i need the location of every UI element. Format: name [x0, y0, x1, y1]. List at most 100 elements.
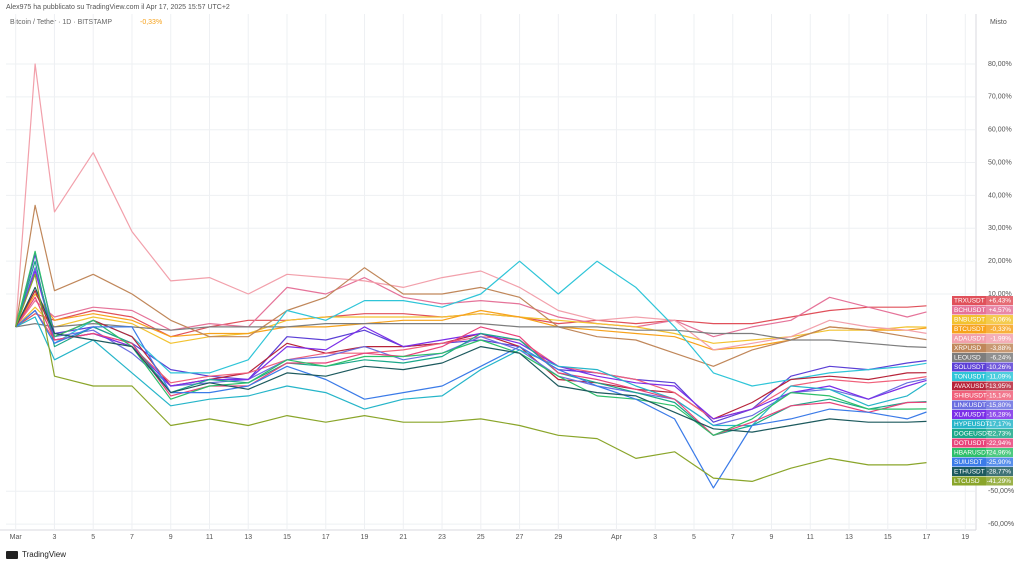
- legend-value-label: -6,24%: [990, 355, 1011, 362]
- legend-value-label: -17,17%: [987, 421, 1011, 428]
- x-tick-label: 25: [477, 534, 485, 541]
- legend-value-label: -15,80%: [987, 402, 1011, 409]
- legend-tag-value-bg: [986, 400, 1013, 410]
- legend-tag: BNBUSDT -0,06%: [952, 315, 1013, 324]
- legend-tag: XRPUSD -3,88%: [952, 343, 1013, 353]
- series-line: [15, 309, 927, 489]
- legend-tag-name-bg: [952, 438, 986, 448]
- legend-tag: HYPEUSDT-17,17%: [952, 419, 1013, 429]
- legend-tag-name-bg: [952, 296, 986, 305]
- logo-icon: [6, 551, 18, 559]
- series-line: [15, 260, 927, 387]
- legend-tag-name-bg: [952, 372, 986, 381]
- series-line: [15, 316, 927, 427]
- legend-name: DOGEUSDT: [954, 431, 991, 438]
- legend-tag-value-bg: [986, 457, 1013, 467]
- legend-tag-name-bg: [952, 362, 986, 372]
- y-tick-label: 50,00%: [988, 159, 1012, 166]
- x-tick-label: 15: [283, 534, 291, 541]
- legend-tag-name-bg: [952, 391, 986, 400]
- legend-tag: XLMUSDT -16,28%: [952, 410, 1013, 419]
- legend-tag-name-bg: [952, 467, 986, 476]
- legend-name: TONUSDT: [954, 374, 985, 381]
- legend-tag-name-bg: [952, 305, 986, 315]
- legend-tag-value-bg: [986, 410, 1013, 419]
- legend-tag: ADAUSDT -1,99%: [952, 334, 1013, 343]
- x-tick-label: Apr: [611, 534, 623, 541]
- legend-tag-name-bg: [952, 353, 986, 362]
- series-line: [15, 254, 927, 423]
- legend-tag-name-bg: [952, 457, 986, 467]
- x-tick-label: 27: [516, 534, 524, 541]
- series-line: [15, 250, 927, 436]
- legend-tag-name-bg: [952, 334, 986, 343]
- scale-mode: Misto: [990, 19, 1007, 26]
- x-tick-label: 19: [361, 534, 369, 541]
- legend-name: BCHUSDT: [954, 307, 985, 314]
- y-tick-label: 80,00%: [988, 61, 1012, 68]
- legend-tag: SOLUSDT -10,26%: [952, 362, 1013, 372]
- legend-value-label: -13,95%: [987, 383, 1011, 390]
- symbol-change: -0,33%: [140, 19, 162, 26]
- legend-tag: TONUSDT -11,09%: [952, 372, 1013, 381]
- legend-tag: SHIBUSDT -15,14%: [952, 391, 1013, 400]
- legend-name: LTCUSD: [954, 478, 980, 485]
- legend-tag: LINKUSDT -15,80%: [952, 400, 1013, 410]
- published-note: Alex975 ha pubblicato su TradingView.com…: [6, 4, 230, 11]
- x-tick-label: 3: [52, 534, 56, 541]
- legend-tag: SUIUSDT -25,90%: [952, 457, 1013, 467]
- legend-name: LEOUSD: [954, 355, 981, 362]
- x-tick-label: 11: [206, 534, 213, 541]
- x-tick-label: 17: [322, 534, 330, 541]
- legend-name: HYPEUSDT: [954, 421, 989, 428]
- legend-name: SHIBUSDT: [954, 393, 987, 400]
- legend-tag-value-bg: [986, 353, 1013, 362]
- legend-tag-value-bg: [986, 324, 1013, 334]
- y-tick-label: 30,00%: [988, 225, 1012, 232]
- legend-tag-value-bg: [986, 467, 1013, 476]
- y-tick-label: -50,00%: [988, 488, 1014, 495]
- y-tick-label: 40,00%: [988, 192, 1012, 199]
- legend-tag: DOGEUSDT-22,73%: [952, 429, 1013, 438]
- legend-value-label: -1,99%: [990, 336, 1011, 343]
- legend-tag: LTCUSD -41,29%: [952, 476, 1013, 486]
- legend-name: HBARUSDT: [954, 450, 990, 457]
- legend-name: AVAXUSDT: [954, 383, 988, 390]
- legend-name: BTCUSDT: [954, 326, 985, 333]
- series-line: [15, 290, 927, 420]
- x-tick-label: 11: [807, 534, 814, 541]
- legend-tag-value-bg: [986, 429, 1013, 438]
- legend-tag-name-bg: [952, 410, 986, 419]
- legend-tag-name-bg: [952, 476, 986, 486]
- legend-value-label: -3,88%: [990, 345, 1011, 352]
- legend-name: SOLUSDT: [954, 364, 985, 371]
- legend-name: DOTUSDT: [954, 440, 985, 447]
- series-line: [15, 286, 927, 433]
- legend-tag-value-bg: [986, 315, 1013, 324]
- x-tick-label: 7: [731, 534, 735, 541]
- y-tick-label: 60,00%: [988, 127, 1012, 134]
- x-tick-label: 13: [845, 534, 853, 541]
- legend-tag-value-bg: [986, 334, 1013, 343]
- x-tick-label: 9: [169, 534, 173, 541]
- y-tick-label: 10,00%: [988, 291, 1012, 298]
- series-line: [15, 273, 927, 482]
- series-line: [15, 204, 927, 367]
- legend-value-label: -28,77%: [987, 469, 1011, 476]
- legend-tag-name-bg: [952, 419, 986, 429]
- legend-name: ADAUSDT: [954, 336, 985, 343]
- legend-value-label: +4,57%: [989, 307, 1011, 314]
- legend-tag-name-bg: [952, 448, 986, 457]
- legend-value-label: -10,26%: [987, 364, 1011, 371]
- y-tick-label: -60,00%: [988, 521, 1014, 528]
- legend-tag: BTCUSDT -0,33%: [952, 324, 1013, 334]
- legend-tag: AVAXUSDT-13,95%: [952, 381, 1013, 391]
- x-tick-label: 17: [923, 534, 931, 541]
- legend-tag-value-bg: [986, 419, 1013, 429]
- x-tick-label: 5: [91, 534, 95, 541]
- y-tick-label: 70,00%: [988, 94, 1012, 101]
- legend-value-label: -22,94%: [987, 440, 1011, 447]
- legend-name: BNBUSDT: [954, 317, 985, 324]
- logo: TradingView: [6, 550, 66, 559]
- legend-tag: HBARUSDT-24,96%: [952, 448, 1013, 457]
